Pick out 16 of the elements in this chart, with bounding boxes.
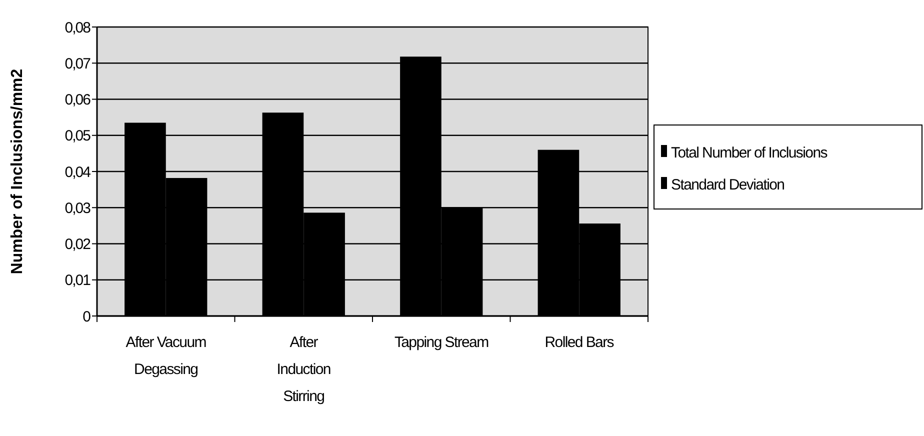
x-tick-label: Tapping Stream (394, 334, 489, 351)
y-axis-title: Number of Inclusions/mm2 (9, 68, 26, 274)
x-tick-label: Rolled Bars (544, 334, 614, 351)
legend-label: Total Number of Inclusions (671, 144, 828, 162)
y-tick-label: 0 (82, 308, 91, 326)
y-tick-label: 0,05 (64, 128, 91, 145)
y-tick-label: 0,08 (64, 19, 91, 36)
x-tick-label: After Vacuum Degassing (126, 334, 206, 378)
y-tick-label: 0,04 (64, 164, 91, 181)
y-tick-label: 0,06 (64, 92, 91, 108)
y-tick-label: 0,03 (64, 200, 91, 217)
y-tick-label: 0,01 (64, 272, 91, 290)
y-tick-label: 0,07 (64, 55, 91, 72)
x-tick-label: After Induction Stirring (276, 334, 331, 405)
y-tick-label: 0,02 (64, 236, 91, 253)
legend-label: Standard Deviation (671, 176, 785, 194)
